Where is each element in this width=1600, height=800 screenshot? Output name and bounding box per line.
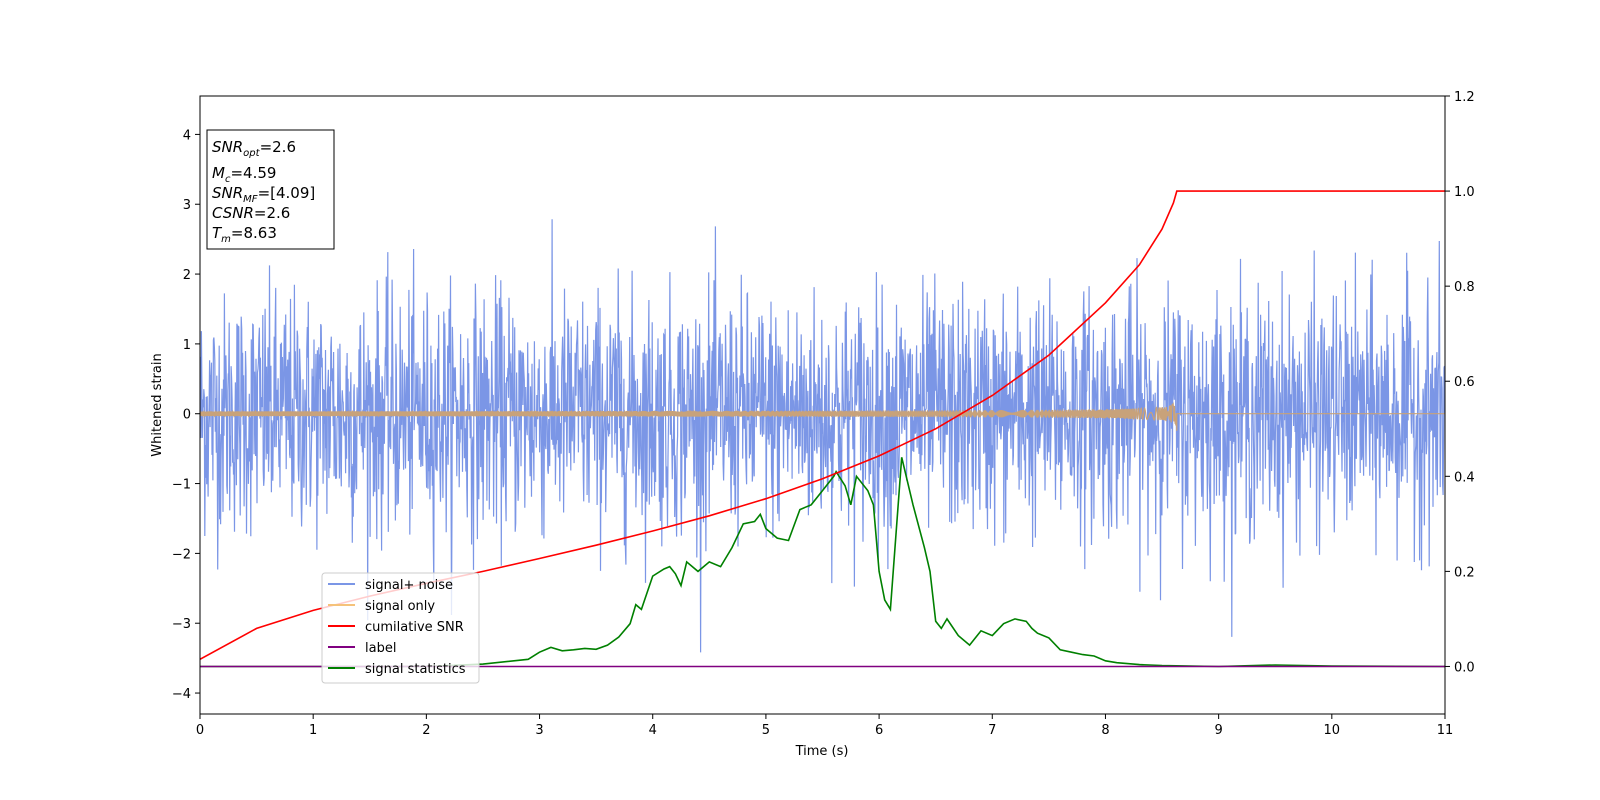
y-axis-label: Whitened strain [150,353,165,456]
x-axis-label: Time (s) [795,744,849,759]
info-snr-mf: SNRMF=[4.09] [212,184,315,205]
x-tick-label: 8 [1101,723,1109,738]
y-right-tick-label: 1.2 [1454,90,1475,105]
info-box-frame [206,129,335,250]
y-left-tick-label: 0 [183,408,191,423]
x-tick-label: 7 [988,723,996,738]
signal-only-line [200,402,1445,431]
y-left-tick-label: −2 [172,547,191,562]
info-csnr: CSNR=2.6 [212,204,290,222]
legend-label-signal-noise: signal+ noise [365,578,453,593]
legend-label-cumulative-snr: cumilative SNR [365,620,464,635]
x-axis-ticks: 0 1 2 3 4 5 6 7 8 9 10 11 [196,714,1453,738]
y-right-tick-label: 0.0 [1454,660,1475,675]
y-left-tick-label: 1 [183,338,191,353]
y-right-tick-label: 1.0 [1454,185,1475,200]
y-left-tick-label: −4 [172,687,191,702]
x-tick-label: 2 [422,723,430,738]
plot-frame [199,95,1446,715]
info-snr-opt: SNRopt=2.6 [212,138,296,159]
x-tick-label: 11 [1437,723,1454,738]
info-tm: Tm=8.63 [212,224,277,245]
legend-frame [321,572,480,684]
info-box: SNRopt=2.6 Mc=4.59 SNRMF=[4.09] CSNR=2.6… [206,129,335,250]
y-left-tick-label: 3 [183,198,191,213]
legend-label-signal-only: signal only [365,599,435,614]
x-tick-label: 4 [649,723,657,738]
y-right-tick-label: 0.8 [1454,280,1475,295]
legend-label-label: label [365,641,396,656]
x-tick-label: 0 [196,723,204,738]
y-axis-left-ticks: 4 3 2 1 0 −1 −2 −3 −4 [172,128,200,702]
legend-label-signal-statistics: signal statistics [365,662,466,677]
y-right-tick-label: 0.6 [1454,375,1475,390]
y-left-tick-label: 4 [183,128,191,143]
x-tick-label: 5 [762,723,770,738]
y-left-tick-label: 2 [183,268,191,283]
y-axis-right-ticks: 1.2 1.0 0.8 0.6 0.4 0.2 0.0 [1445,90,1475,675]
x-tick-label: 6 [875,723,883,738]
signal-noise-line [200,219,1445,653]
x-tick-label: 10 [1324,723,1341,738]
legend: signal+ noise signal only cumilative SNR… [321,572,480,684]
x-tick-label: 3 [535,723,543,738]
y-left-tick-label: −3 [172,617,191,632]
y-left-tick-label: −1 [172,478,191,493]
x-tick-label: 9 [1214,723,1222,738]
signal-noise-series [200,219,1445,653]
y-right-tick-label: 0.4 [1454,470,1475,485]
x-tick-label: 1 [309,723,317,738]
info-mc: Mc=4.59 [212,164,276,185]
signal-only-series [200,402,1445,431]
y-right-tick-label: 0.2 [1454,565,1475,580]
signal-statistics-line [200,457,1445,668]
